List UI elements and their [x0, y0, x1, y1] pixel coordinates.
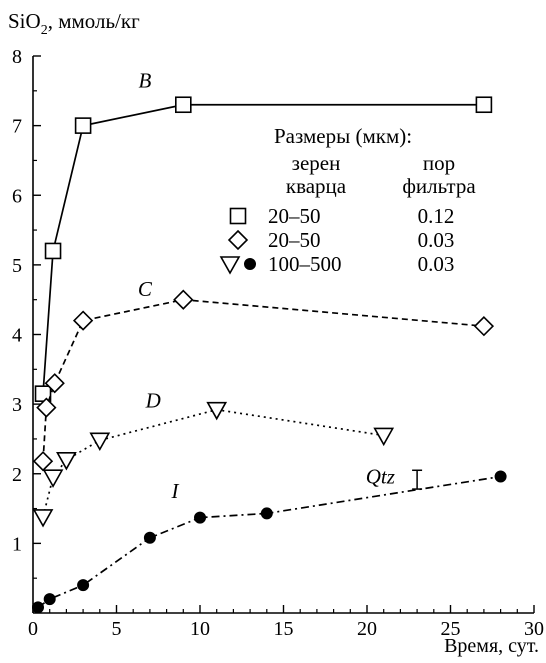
legend-marker-circle [244, 258, 256, 270]
data-point-D [42, 469, 64, 488]
series-line-I [37, 475, 501, 609]
legend-row: 20–50 0.03 [227, 228, 455, 252]
y-tick-label: 2 [12, 464, 22, 486]
legend-filter-size: 0.03 [418, 228, 455, 252]
x-tick-label: 25 [441, 618, 461, 640]
data-point-I [494, 470, 507, 483]
x-tick-label: 5 [112, 618, 122, 640]
legend-quartz-size: 20–50 [268, 228, 321, 252]
legend-row: 100–500 0.03 [219, 252, 455, 276]
series-B: B [34, 68, 493, 402]
data-point-C [32, 451, 54, 472]
data-point-I [77, 579, 90, 592]
legend-row: 20–50 0.12 [229, 204, 455, 228]
legend-quartz-size: 100–500 [268, 252, 342, 276]
series-line-D [42, 408, 384, 518]
legend-col1-header-line1: зерен [292, 151, 341, 175]
x-axis-label: Время, сут. [444, 635, 539, 657]
data-point-D [56, 452, 77, 471]
x-tick-label: 20 [357, 618, 377, 640]
data-point-D [32, 509, 54, 528]
legend-filter-size: 0.12 [418, 204, 455, 228]
data-point-C [44, 373, 65, 394]
data-point-D [206, 401, 228, 421]
data-point-I [143, 531, 156, 544]
legend-marker-diamond [227, 229, 249, 251]
data-point-C [36, 397, 57, 418]
legend-title: Размеры (мкм): [274, 124, 412, 148]
legend-marker-triangle [219, 256, 241, 275]
data-point-D [89, 432, 111, 451]
y-axis-label: SiO2, ммоль/кг [8, 9, 140, 38]
axes: 0 5 10 15 20 25 30 1 2 3 4 5 6 7 8 [12, 46, 544, 640]
legend: Размеры (мкм): зерен кварца пор фильтра … [219, 124, 476, 276]
data-point-I [260, 507, 273, 520]
y-tick-label: 8 [12, 46, 22, 68]
series-layer: B C D I [32, 68, 507, 614]
series-I: I [32, 470, 507, 614]
annotation-layer: Qtz [366, 464, 423, 490]
data-point-B [34, 385, 52, 402]
series-D: D [32, 389, 395, 528]
data-point-I [32, 601, 45, 614]
annotation-label: Qtz [366, 464, 395, 488]
data-point-B [74, 117, 92, 134]
data-point-D [373, 427, 395, 447]
y-tick-label: 4 [12, 325, 22, 347]
data-point-C [173, 289, 194, 310]
x-tick-label: 30 [524, 618, 544, 640]
series-line-C [42, 298, 484, 462]
legend-col1-header-line2: кварца [286, 174, 347, 198]
legend-quartz-size: 20–50 [268, 204, 321, 228]
data-point-I [194, 511, 206, 524]
x-tick-label: 0 [28, 618, 38, 640]
y-tick-label: 6 [12, 185, 22, 207]
series-C: C [32, 277, 495, 472]
y-tick-label: 5 [12, 255, 22, 277]
data-point-B [175, 96, 192, 114]
series-label-C: C [138, 277, 153, 301]
legend-filter-size: 0.03 [418, 252, 455, 276]
series-label-D: D [145, 389, 161, 413]
legend-col2-header-line1: пор [423, 151, 455, 175]
y-tick-label: 1 [12, 533, 22, 555]
series-label-B: B [138, 68, 151, 92]
data-point-C [473, 316, 495, 337]
y-tick-label: 7 [12, 116, 22, 138]
legend-rows: 20–50 0.12 20–50 0.03 100–500 0.03 [219, 204, 455, 276]
data-point-C [72, 310, 94, 331]
series-label-I: I [170, 479, 179, 503]
legend-col2-header-line2: фильтра [402, 174, 476, 198]
data-point-I [43, 593, 56, 606]
y-tick-label: 3 [12, 394, 22, 416]
data-point-B [44, 242, 62, 260]
x-tick-label: 10 [190, 618, 210, 640]
x-tick-label: 15 [274, 618, 294, 640]
legend-marker-square [229, 207, 247, 225]
data-point-B [475, 96, 493, 114]
